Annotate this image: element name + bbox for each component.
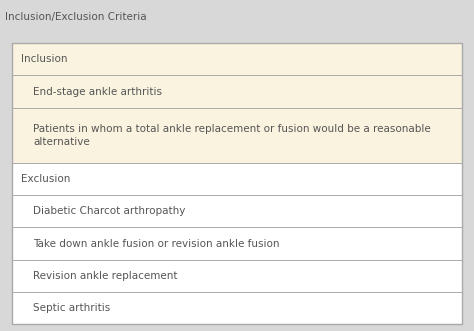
Bar [12,195,462,227]
Bar [12,163,462,195]
Text: End-stage ankle arthritis: End-stage ankle arthritis [33,86,162,97]
Text: Inclusion/Exclusion Criteria: Inclusion/Exclusion Criteria [5,12,146,22]
Bar [12,108,462,163]
Text: Patients in whom a total ankle replacement or fusion would be a reasonable
alter: Patients in whom a total ankle replaceme… [33,124,431,147]
Text: Exclusion: Exclusion [21,174,71,184]
Bar [12,260,462,292]
Text: Septic arthritis: Septic arthritis [33,303,110,313]
Bar [12,75,462,108]
Text: Revision ankle replacement: Revision ankle replacement [33,271,178,281]
Bar [12,292,462,324]
Bar [12,43,462,75]
Bar [12,227,462,260]
Text: Diabetic Charcot arthropathy: Diabetic Charcot arthropathy [33,206,185,216]
Bar [12,43,462,324]
Text: Take down ankle fusion or revision ankle fusion: Take down ankle fusion or revision ankle… [33,239,280,249]
Text: Inclusion: Inclusion [21,54,68,64]
